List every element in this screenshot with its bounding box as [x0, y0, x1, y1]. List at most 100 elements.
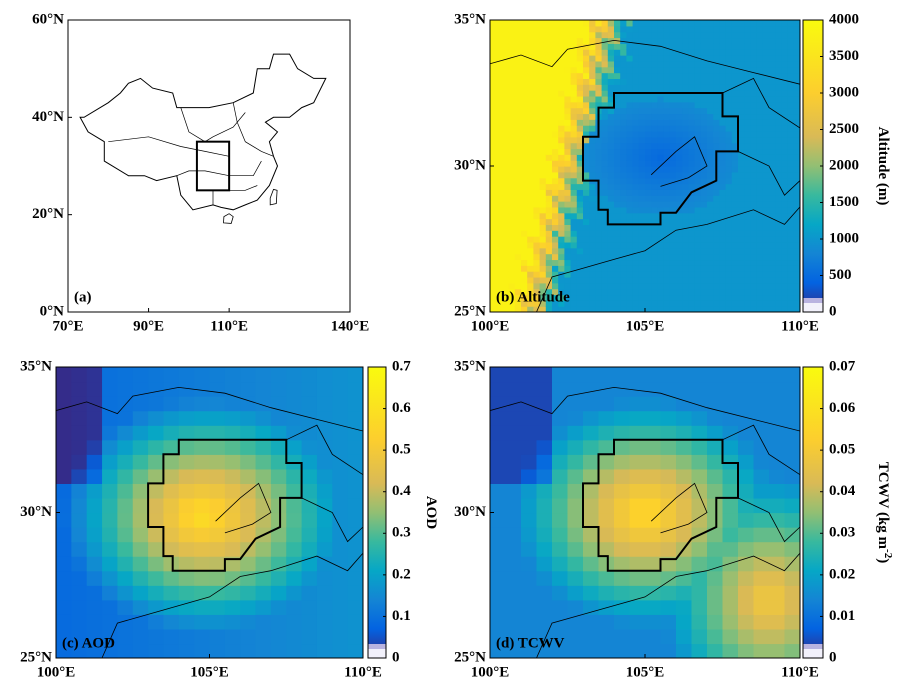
map-cell [558, 131, 565, 137]
map-cell [608, 166, 615, 172]
map-cell [785, 367, 801, 382]
map-cell [688, 300, 695, 306]
map-cell [286, 513, 302, 528]
map-panel [56, 367, 364, 659]
map-cell [775, 38, 782, 44]
map-cell [695, 277, 702, 283]
map-cell [583, 154, 590, 160]
map-cell [769, 43, 776, 49]
map-cell [781, 259, 788, 265]
map-cell [521, 67, 528, 73]
map-cell [692, 440, 708, 455]
map-cell [664, 283, 671, 289]
map-cell [490, 67, 497, 73]
map-cell [626, 148, 633, 154]
map-cell [527, 219, 534, 225]
map-cell [558, 236, 565, 242]
x-tick-label: 70°E [52, 318, 83, 334]
map-cell [496, 195, 503, 201]
map-cell [602, 90, 609, 96]
map-cell [496, 154, 503, 160]
map-cell [515, 113, 522, 119]
map-cell [602, 195, 609, 201]
map-cell [707, 195, 714, 201]
map-cell [707, 166, 714, 172]
map-cell [732, 254, 739, 260]
map-cell [502, 195, 509, 201]
map-cell [661, 600, 677, 615]
map-cell [509, 113, 516, 119]
map-cell [754, 483, 770, 498]
map-cell [194, 411, 210, 426]
map-cell [645, 425, 661, 440]
map-cell [332, 556, 348, 571]
map-cell [533, 230, 540, 236]
map-cell [676, 213, 683, 219]
map-cell [639, 294, 646, 300]
map-cell [490, 195, 497, 201]
map-cell [626, 49, 633, 55]
map-cell [713, 195, 720, 201]
map-cell [775, 102, 782, 108]
map-cell [719, 125, 726, 131]
map-cell [781, 254, 788, 260]
map-cell [664, 277, 671, 283]
map-cell [577, 20, 584, 26]
map-cell [564, 84, 571, 90]
map-cell [639, 201, 646, 207]
map-cell [676, 300, 683, 306]
map-cell [781, 172, 788, 178]
map-cell [225, 483, 241, 498]
map-cell [546, 55, 553, 61]
map-cell [726, 283, 733, 289]
map-cell [738, 26, 745, 32]
map-cell [502, 154, 509, 160]
map-cell [661, 454, 677, 469]
map-cell [515, 20, 522, 26]
map-cell [502, 259, 509, 265]
map-cell [608, 178, 615, 184]
map-cell [723, 614, 739, 629]
map-cell [527, 283, 534, 289]
map-cell [564, 195, 571, 201]
map-cell [540, 160, 547, 166]
map-cell [117, 367, 133, 382]
map-cell [750, 119, 757, 125]
map-cell [657, 189, 664, 195]
map-cell [633, 259, 640, 265]
map-cell [788, 265, 795, 271]
map-cell [602, 300, 609, 306]
map-cell [757, 143, 764, 149]
map-cell [210, 469, 226, 484]
map-cell [682, 160, 689, 166]
axes-box [68, 20, 350, 312]
map-cell [651, 189, 658, 195]
map-cell [645, 143, 652, 149]
map-cell [608, 26, 615, 32]
map-cell [117, 527, 133, 542]
map-cell [757, 259, 764, 265]
map-cell [515, 271, 522, 277]
map-cell [583, 119, 590, 125]
map-cell [651, 236, 658, 242]
map-cell [661, 498, 677, 513]
map-cell [87, 382, 103, 397]
map-cell [707, 382, 723, 397]
y-tick-label: 35°N [454, 11, 486, 27]
map-cell [626, 61, 633, 67]
map-cell [496, 96, 503, 102]
map-cell [256, 425, 272, 440]
map-cell [533, 55, 540, 61]
map-cell [602, 184, 609, 190]
map-cell [695, 143, 702, 149]
map-cell [515, 143, 522, 149]
map-cell [651, 248, 658, 254]
map-cell [763, 131, 770, 137]
map-cell [571, 236, 578, 242]
map-cell [688, 213, 695, 219]
map-cell [332, 440, 348, 455]
map-cell [571, 143, 578, 149]
map-cell [595, 61, 602, 67]
map-cell [626, 265, 633, 271]
map-cell [589, 172, 596, 178]
